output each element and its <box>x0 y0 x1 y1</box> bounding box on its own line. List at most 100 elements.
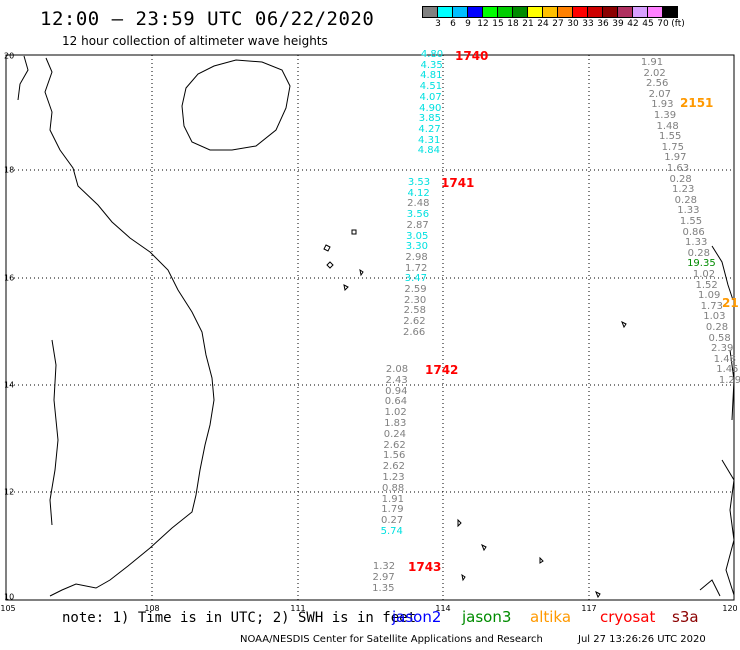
wave-height-value: 1.55 <box>679 216 703 227</box>
wave-height-value: 1.29 <box>718 375 740 386</box>
color-scale-label: 39 <box>612 19 624 29</box>
wave-height-value: 0.24 <box>383 428 407 440</box>
wave-height-value: 2.98 <box>405 251 428 263</box>
wave-height-value: 0.28 <box>687 247 710 259</box>
wave-height-value: 0.27 <box>380 515 404 527</box>
color-scale-label: 42 <box>627 19 639 29</box>
wave-height-value: 1.93 <box>651 99 674 111</box>
wave-height-value: 4.90 <box>419 102 442 114</box>
lon-label: 117 <box>581 604 597 613</box>
satellite-legend-item: jason2 <box>392 608 442 626</box>
satellite-legend-item: jason3 <box>462 608 512 626</box>
wave-height-value: 1.39 <box>653 110 677 121</box>
wave-height-value: 4.31 <box>418 134 441 146</box>
wave-height-value: 3.53 <box>407 177 431 188</box>
lon-label: 105 <box>0 604 16 613</box>
wave-height-value: 1.55 <box>659 131 682 143</box>
lat-label: 20 <box>4 51 15 61</box>
wave-height-value: 1.48 <box>713 353 736 365</box>
wave-height-value: 0.88 <box>382 482 405 494</box>
wave-height-value: 2.08 <box>385 364 409 375</box>
color-scale-label: 15 <box>492 19 504 29</box>
wave-height-value: 4.07 <box>419 91 442 103</box>
wave-height-value: 1.02 <box>384 407 407 419</box>
color-scale-label: 9 <box>465 19 471 29</box>
wave-height-value: 1.48 <box>656 120 679 132</box>
track-time-label: 2151 <box>680 96 714 110</box>
wave-height-value: 2.97 <box>372 571 395 583</box>
credit-line: NOAA/NESDIS Center for Satellite Applica… <box>240 634 543 645</box>
wave-height-value: 4.51 <box>419 81 443 93</box>
map-subtitle: 12 hour collection of altimeter wave hei… <box>62 34 328 48</box>
color-scale-label: 36 <box>597 19 609 29</box>
wave-height-color-scale: 3 6 9 12 15 18 21 24 27 30 33 36 39 42 45 70 (ft) <box>422 6 740 30</box>
color-scale-label: 30 <box>567 19 579 29</box>
wave-height-value: 1.97 <box>664 152 687 164</box>
wave-height-value: 4.80 <box>420 49 444 60</box>
wave-height-value: 3.47 <box>404 273 427 285</box>
coastline <box>17 55 735 599</box>
wave-height-value: 2.39 <box>711 343 734 355</box>
wave-height-value: 0.64 <box>384 396 408 408</box>
wave-height-value: 1.75 <box>661 141 684 153</box>
lon-label: 108 <box>144 604 160 613</box>
color-scale-label: 3 <box>435 19 441 29</box>
wave-height-value: 4.12 <box>407 187 430 199</box>
color-scale-label: 24 <box>537 19 549 29</box>
wave-height-value: 2.02 <box>643 67 666 79</box>
generated-timestamp: Jul 27 13:26:26 UTC 2020 <box>578 634 706 645</box>
wave-height-value: 1.73 <box>700 300 723 312</box>
color-scale-label: 21 <box>522 19 534 29</box>
wave-height-value: 1.23 <box>382 472 405 483</box>
color-scale-label: 27 <box>552 19 564 29</box>
wave-height-value: 1.23 <box>672 184 695 196</box>
track-time-label: 1743 <box>408 560 442 574</box>
wave-height-value: 1.72 <box>405 262 428 274</box>
wave-height-value: 2.87 <box>406 219 429 231</box>
color-scale-label: 18 <box>507 19 519 29</box>
lat-label: 14 <box>4 380 15 390</box>
track-time-label: 1740 <box>455 49 489 63</box>
wave-height-value: 2.30 <box>404 294 427 306</box>
color-scale-labels: 3 6 9 12 15 18 21 24 27 30 33 36 39 42 45 70 (ft) <box>422 18 740 30</box>
wave-height-value: 0.28 <box>669 173 692 185</box>
color-scale-label: 6 <box>450 19 456 29</box>
wave-height-value: 2.66 <box>402 326 426 338</box>
wave-height-value: 3.05 <box>406 230 429 242</box>
color-scale-label: 33 <box>582 19 594 29</box>
wave-height-value: 1.56 <box>383 450 406 462</box>
lon-label: 120 <box>722 604 738 613</box>
wave-height-value: 0.58 <box>708 332 731 344</box>
satellite-legend-item: s3a <box>672 608 699 626</box>
wave-height-value: 2.56 <box>646 78 669 90</box>
wave-height-value: 1.91 <box>640 57 664 68</box>
color-scale-swatches <box>422 6 740 18</box>
wave-height-value: 1.33 <box>685 237 708 249</box>
footer-note: note: 1) Time is in UTC; 2) SWH is in fe… <box>62 610 417 626</box>
lat-label: 16 <box>4 273 15 283</box>
wave-height-value: 0.28 <box>705 322 729 333</box>
wave-height-value: 2.62 <box>403 316 426 328</box>
wave-height-value: 0.94 <box>385 385 408 397</box>
wave-height-value: 4.35 <box>420 59 443 71</box>
wave-height-value: 2.07 <box>648 88 671 100</box>
lat-label: 12 <box>4 487 15 497</box>
wave-height-value: 2.62 <box>382 461 405 473</box>
track-time-label: 1741 <box>441 176 475 190</box>
wave-height-value: 1.02 <box>692 269 716 280</box>
wave-height-value: 5.74 <box>380 526 403 537</box>
track-time-label: 21 <box>722 296 739 310</box>
color-scale-swatch <box>662 6 678 18</box>
wave-height-value: 4.27 <box>418 123 441 135</box>
map-title: 12:00 — 23:59 UTC 06/22/2020 <box>40 8 375 30</box>
graticule <box>6 55 734 600</box>
wave-height-value: 1.03 <box>703 311 726 323</box>
wave-height-value: 1.35 <box>372 582 395 594</box>
wave-height-value: 1.63 <box>666 163 690 174</box>
wave-height-value: 3.56 <box>406 209 430 221</box>
lat-label: 10 <box>4 592 15 602</box>
color-scale-label: 12 <box>477 19 489 29</box>
wave-height-value: 3.85 <box>418 113 442 125</box>
track-time-label: 1742 <box>425 363 459 377</box>
wave-height-value: 2.59 <box>404 284 427 295</box>
